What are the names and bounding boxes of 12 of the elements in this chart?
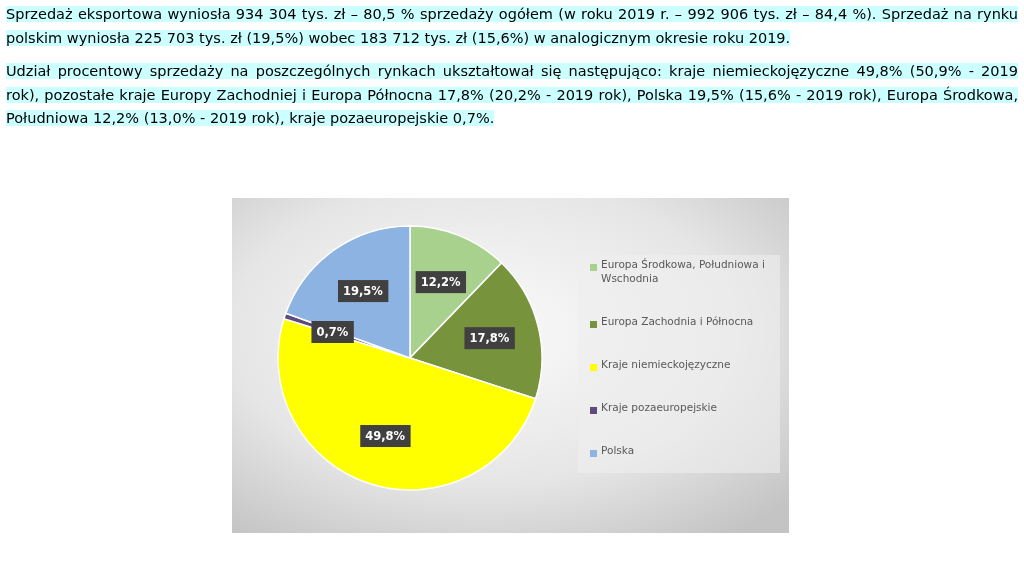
legend-label: Europa Zachodnia i Północna <box>601 315 754 327</box>
data-label: 0,7% <box>316 325 349 339</box>
legend-label: Europa Środkowa, Południowa i Wschodnia <box>601 258 765 284</box>
data-label: 49,8% <box>365 429 406 444</box>
text: Sprzedaż eksportowa wyniosła 934 304 tys. zł – 80,5 % sprzedaży ogółem (w roku 2019 r. – 992 906 tys. zł – 84,4 %). Sprzedaż na rynku polskim wyniosła 225 703 tys. zł (19,5%) wobec 183 712 tys. zł (15,6%) w analogicznym okresie roku 2019. <box>6 6 1018 46</box>
data-label: 12,2% <box>420 275 462 290</box>
legend-label: Polska <box>601 444 635 456</box>
legend-label: Kraje niemieckojęzyczne <box>601 358 731 370</box>
text: Udział procentowy sprzedaży na poszczególnych rynkach ukształtował się następująco: kraje niemieckojęzyczne 49,8% (50,9% - 2019 rok), pozostałe kraje Europy Zachodniej i Europa Północna 17,8% (20,2% - 2019 rok), Polska 19,5% (15,6% - 2019 rok), Europa Środkowa, Południowa 12,2% (13,0% - 2019 rok), kraje pozaeuropejskie 0,7%. <box>6 63 1018 126</box>
data-label: 19,5% <box>342 284 384 299</box>
data-label: 17,8% <box>469 331 510 346</box>
legend-label: Kraje pozaeuropejskie <box>601 401 717 413</box>
